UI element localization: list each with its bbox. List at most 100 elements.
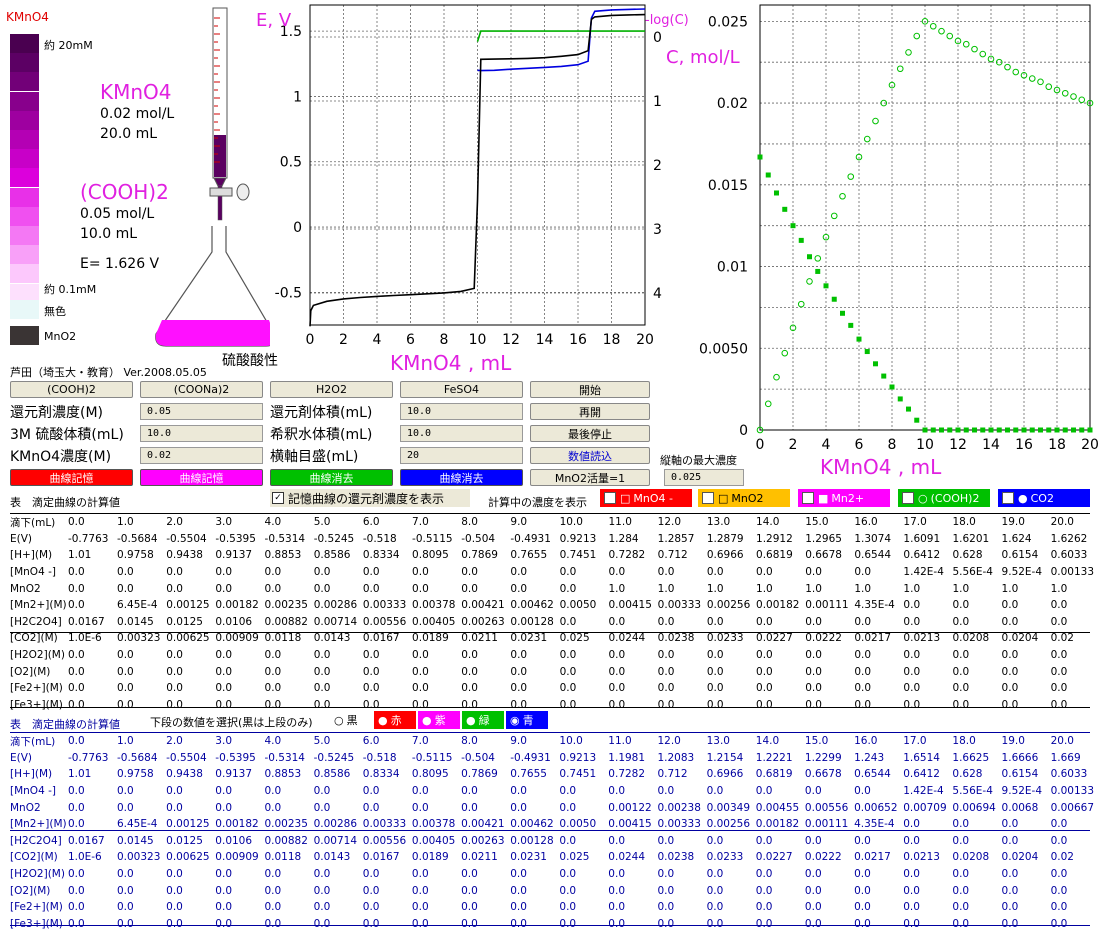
table-cell: 0.0 [559, 801, 577, 814]
kmno4-conc-input[interactable]: 0.02 [140, 447, 263, 464]
co2-point [880, 99, 888, 107]
mno2-activity-button[interactable]: MnO2活量=1 [530, 469, 650, 486]
final-stop-button[interactable]: 最後停止 [530, 425, 650, 442]
co2-point [896, 65, 904, 73]
x-tick-label: 14 [982, 437, 1000, 453]
table-cell: 1.2083 [657, 751, 695, 764]
table-cell: 0.00709 [903, 801, 947, 814]
color-radio[interactable]: ● 赤 [374, 711, 416, 729]
acid-volume-input[interactable]: 10.0 [140, 425, 263, 442]
start-button[interactable]: 開始 [530, 381, 650, 398]
table-cell: 0.0 [67, 566, 85, 579]
table-cell: 0.0 [264, 801, 282, 814]
table-cell: 0.00405 [411, 834, 456, 847]
radio-icon[interactable]: ◉ [510, 713, 520, 727]
color-radio[interactable]: ◉ 青 [506, 711, 548, 729]
table-cell: 0.8586 [313, 549, 351, 562]
table-row: [MnO4 -] 0.0 0.0 0.0 0.0 0.0 0.0 0.0 0.0 0.0 0.0 0.… [10, 564, 1100, 581]
checkbox-icon[interactable] [604, 492, 616, 504]
table-cell: 0.0 [264, 582, 282, 595]
reductant-feso4-button[interactable]: FeSO4 [400, 381, 523, 398]
table-cell: 0.0 [657, 665, 675, 678]
co2-point [946, 32, 954, 40]
color-radio[interactable]: ● 緑 [462, 711, 504, 729]
radio-icon[interactable]: ● [466, 713, 476, 727]
species-toggle[interactable]: ● CO2 [998, 489, 1090, 507]
resume-button[interactable]: 再開 [530, 403, 650, 420]
color-radio[interactable]: ● 紫 [418, 711, 460, 729]
reductant-conc-input[interactable]: 0.05 [140, 403, 263, 420]
table-cell: 1.0 [706, 582, 724, 595]
table-cell: 0.6544 [854, 768, 891, 781]
checkbox-icon[interactable] [902, 492, 914, 504]
table-cell: 1.6262 [1050, 532, 1088, 545]
table-row: [O2](M) 0.0 0.0 0.0 0.0 0.0 0.0 0.0 0.0 0.0 0.0 0.0… [10, 882, 1100, 899]
table-cell: 0.0 [1001, 818, 1019, 831]
table-cell: 0.00625 [166, 851, 210, 864]
table-cell: 14.0 [755, 735, 780, 748]
table-cell: 0.0 [117, 566, 134, 579]
radio-icon[interactable]: ○ [334, 713, 344, 727]
reductant-oxalate-button[interactable]: (COONa)2 [140, 381, 263, 398]
checkbox-icon[interactable] [802, 492, 814, 504]
species-toggle[interactable]: □ MnO4 - [600, 489, 692, 507]
reductant-h2o2-button[interactable]: H2O2 [270, 381, 393, 398]
water-volume-input[interactable]: 10.0 [400, 425, 523, 442]
table-cell: 0.0 [657, 868, 675, 881]
memory-magenta-button[interactable]: 曲線記憶 [140, 469, 263, 486]
table-cell: 0.00333 [362, 818, 407, 831]
table-cell: 0.0 [313, 917, 331, 930]
species-toggle[interactable]: ■ Mn2+ [798, 489, 890, 507]
species-toggle[interactable]: □ MnO2 [698, 489, 790, 507]
color-radio[interactable]: ○ 黒 [330, 711, 372, 729]
stopcock-handle[interactable] [236, 183, 250, 201]
table-cell: 6.0 [362, 516, 380, 529]
reductant-volume-input[interactable]: 10.0 [400, 403, 523, 420]
table-row: 滴下(mL) 0.0 1.0 2.0 3.0 4.0 5.0 6.0 7.0 8.0 9.0 10.0… [10, 514, 1100, 531]
table-cell: 0.0 [313, 785, 331, 798]
table-cell: 4.0 [264, 735, 282, 748]
show-conc-checkbox[interactable]: ✓ 記憶曲線の還元剤濃度を表示 [270, 489, 470, 507]
species-toggle[interactable]: ○ (COOH)2 [898, 489, 990, 507]
reductant-oxalic-button[interactable]: (COOH)2 [10, 381, 133, 398]
stopcock[interactable] [209, 187, 233, 197]
table-cell: 0.8334 [362, 768, 400, 781]
checkbox-icon[interactable] [702, 492, 714, 504]
table-cell: 0.0 [166, 901, 183, 914]
table-cell: 0.0 [1050, 698, 1068, 711]
max-conc-input[interactable]: 0.025 [664, 469, 744, 486]
checkbox-icon[interactable]: ✓ [272, 492, 284, 504]
table-cell: 0.0 [805, 665, 822, 678]
table-cell: 0.0 [313, 649, 331, 662]
table-cell: 0.0 [608, 682, 626, 695]
table-cell: 0.0118 [264, 851, 302, 864]
table-cell: 0.0 [461, 682, 478, 695]
read-values-button[interactable]: 数値読込 [530, 447, 650, 464]
table-cell: 0.628 [952, 768, 983, 781]
table-cell: 1.2221 [755, 751, 793, 764]
clear-blue-button[interactable]: 曲線消去 [400, 469, 523, 486]
oxalic-point [1079, 427, 1085, 433]
table-cell: 0.0 [854, 901, 871, 914]
memory-red-button[interactable]: 曲線記憶 [10, 469, 133, 486]
table-cell: 0.0244 [608, 632, 646, 645]
table-cell: 0.0208 [952, 632, 990, 645]
checkbox-icon[interactable] [1002, 492, 1014, 504]
x-scale-input[interactable]: 20 [400, 447, 523, 464]
select-row-label: 下段の数値を選択(黒は上段のみ) [150, 716, 313, 729]
kmno4-conc-label: KMnO4濃度(M) [10, 449, 112, 465]
table-row: [Mn2+](M) 0.0 6.45E-4 0.00125 0.00182 0.00235… [10, 816, 1100, 833]
table-cell: 0.0 [411, 801, 429, 814]
table-cell: 0.0 [362, 801, 380, 814]
table-cell: 0.0 [461, 868, 478, 881]
radio-icon[interactable]: ● [378, 713, 388, 727]
clear-green-button[interactable]: 曲線消去 [270, 469, 393, 486]
radio-icon[interactable]: ● [422, 713, 432, 727]
table-cell: 0.0167 [67, 615, 105, 628]
table-cell: -0.4931 [510, 751, 551, 764]
table-cell: 0.0 [559, 566, 577, 579]
x-tick-label: 0 [306, 332, 315, 348]
table-cell: 0.0 [166, 801, 183, 814]
table-cell: 0.0 [67, 901, 85, 914]
table-cell: 0.0 [657, 785, 675, 798]
